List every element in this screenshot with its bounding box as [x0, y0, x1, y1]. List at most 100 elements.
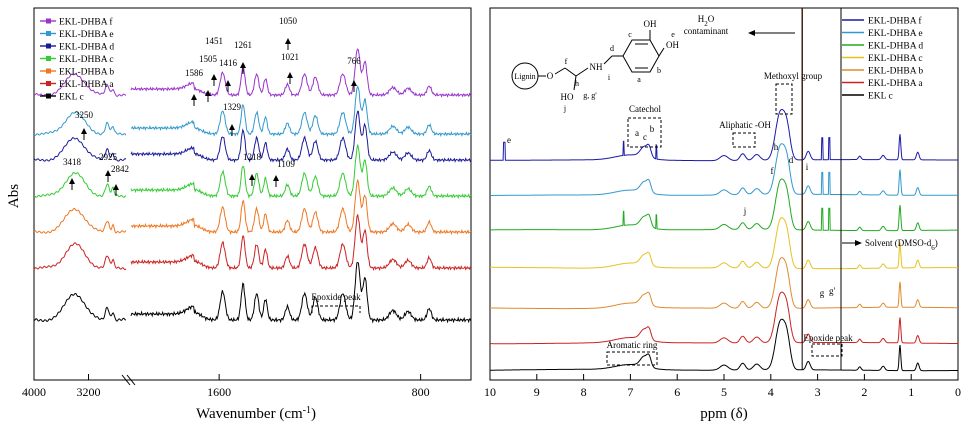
ftir-peak-arrowhead — [205, 90, 211, 96]
ftir-legend-marker — [46, 18, 51, 24]
ftir-peak-label: 1451 — [205, 36, 223, 46]
ftir-peak-label: 2842 — [111, 164, 129, 174]
benzene-ring — [622, 39, 660, 73]
ftir-legend-marker — [46, 43, 51, 49]
nmr-x-tick-label: 3 — [815, 385, 821, 399]
bond — [573, 75, 577, 91]
ftir-annotations: 3250 3418 2925 2842 1586 1505 1451 1416 1329 1261… — [63, 16, 361, 313]
ftir-peak-label: 1218 — [243, 152, 262, 162]
nmr-epoxide-box — [811, 343, 843, 357]
nmr-x-tick-label: 7 — [627, 385, 633, 399]
nmr-aliphatic-box — [732, 132, 756, 148]
nmr-solvent-arrowhead — [855, 240, 862, 246]
nmr-aromatic-box — [606, 351, 658, 366]
ftir-series-line-3-high — [34, 171, 126, 198]
ftir-y-axis-title: Abs — [6, 184, 22, 208]
ftir-peak-label: 1416 — [219, 58, 238, 68]
bond — [658, 47, 665, 57]
ftir-peak-label: 1021 — [281, 52, 299, 62]
nmr-series-line-1 — [490, 143, 958, 196]
ftir-series-line-5-high — [33, 242, 127, 271]
bond — [575, 67, 589, 77]
ftir-axis-break-mark — [126, 374, 136, 386]
ftir-peak-arrowhead — [240, 62, 246, 68]
ftir-peak-label: 2925 — [99, 152, 118, 162]
nmr-x-tick-label: 6 — [674, 385, 680, 399]
ftir-x-axis-title: Wavenumber (cm-1) — [196, 405, 316, 423]
nmr-x-tick-label: 0 — [955, 385, 961, 399]
ftir-ticks-group: 4000 3200 1600 800 — [22, 374, 430, 399]
ftir-x-tick-label: 800 — [412, 385, 430, 399]
ftir-series-line-2-high — [33, 137, 127, 162]
ftir-peak-arrowhead — [285, 38, 291, 44]
nmr-x-tick-label: 2 — [861, 385, 867, 399]
nmr-series-line-4 — [490, 257, 958, 310]
ftir-peak-label: 1505 — [199, 54, 218, 64]
nmr-peak-letter-g: g — [820, 288, 825, 298]
hydroxyl-ho-label: HO — [561, 92, 574, 102]
struct-letter-j: j — [563, 104, 566, 113]
amine-nh-label: NH — [590, 62, 603, 72]
ftir-legend-marker — [46, 81, 51, 86]
nmr-series-line-6 — [490, 318, 958, 372]
ftir-peak-arrowhead — [351, 80, 357, 86]
nmr-water-label-2: contaminant — [684, 26, 729, 36]
bond — [564, 67, 577, 77]
ftir-legend-label: EKL-DHBA d — [59, 43, 114, 53]
ftir-series-line-4-low — [130, 178, 472, 236]
ftir-peak-label: 1050 — [279, 16, 298, 26]
struct-letter-b: b — [657, 66, 661, 75]
ftir-series-line-0-low — [130, 48, 472, 98]
ftir-legend-marker — [46, 93, 51, 99]
struct-letter-a: a — [637, 75, 641, 84]
ftir-peak-arrowhead — [229, 124, 235, 130]
ftir-legend: EKL-DHBA f EKL-DHBA e EKL-DHBA d EKL-DHBA c… — [40, 17, 114, 103]
ftir-peak-arrowhead — [113, 184, 119, 190]
ftir-legend-label: EKL-DHBA c — [59, 55, 114, 65]
bond — [603, 55, 613, 65]
ftir-series-line-4-high — [33, 207, 127, 234]
nmr-ticks-group: 10 9 8 7 6 5 4 3 2 1 0 — [484, 374, 961, 399]
struct-letter-d: d — [610, 44, 614, 53]
ether-oxygen-label: O — [547, 71, 554, 81]
ftir-axis-break-mark — [121, 374, 131, 386]
nmr-peak-letter-f: f — [771, 166, 774, 176]
ftir-x-tick-label: 3200 — [77, 385, 101, 399]
nmr-peak-letter-h: h — [774, 142, 779, 152]
ftir-epoxide-bracket — [311, 305, 361, 313]
ftir-peak-label: 3418 — [63, 157, 82, 167]
struct-letter-e: e — [671, 30, 675, 39]
nmr-legend-label: EKL-DHBA a — [868, 79, 923, 89]
nmr-annotations: H2O contaminant Solvent (DMSO-d6) Catech… — [507, 14, 938, 366]
ftir-peak-arrowhead — [273, 175, 279, 181]
nmr-x-tick-label: 1 — [908, 385, 914, 399]
ftir-legend-marker — [46, 31, 51, 36]
ftir-legend-label: EKL c — [59, 93, 84, 103]
nmr-legend-label: EKL-DHBA f — [868, 16, 922, 27]
nmr-legend-label: EKL-DHBA b — [868, 67, 923, 77]
nmr-catechol-box — [627, 117, 662, 148]
nmr-solvent-label: Solvent (DMSO-d6) — [865, 238, 938, 252]
ftir-legend-marker — [46, 68, 51, 74]
nmr-x-tick-label: 8 — [581, 385, 587, 399]
nmr-series-group — [489, 8, 958, 372]
nmr-x-axis-title: ppm (δ) — [700, 406, 747, 422]
nmr-peak-letter-i: i — [806, 162, 809, 172]
nmr-water-arrowhead — [748, 30, 755, 36]
ftir-series-line-6-high — [34, 292, 126, 323]
nmr-water-label: H2O — [698, 14, 715, 28]
nmr-legend-label: EKL-DHBA d — [868, 42, 923, 52]
nmr-aliphatic-label: Aliphatic -OH — [719, 120, 771, 130]
struct-letter-g: g, g' — [583, 91, 597, 100]
struct-letter-i: i — [608, 73, 611, 82]
nmr-legend-label: EKL-DHBA c — [868, 54, 923, 64]
ftir-peak-arrowhead — [211, 74, 217, 80]
nmr-aromatic-label: Aromatic ring — [607, 340, 658, 350]
nmr-legend-label: EKL-DHBA e — [868, 29, 923, 39]
ftir-legend-label: EKL-DHBA a — [59, 80, 114, 90]
ftir-peak-label: 1586 — [185, 68, 204, 78]
nmr-series-line-0 — [489, 109, 958, 162]
